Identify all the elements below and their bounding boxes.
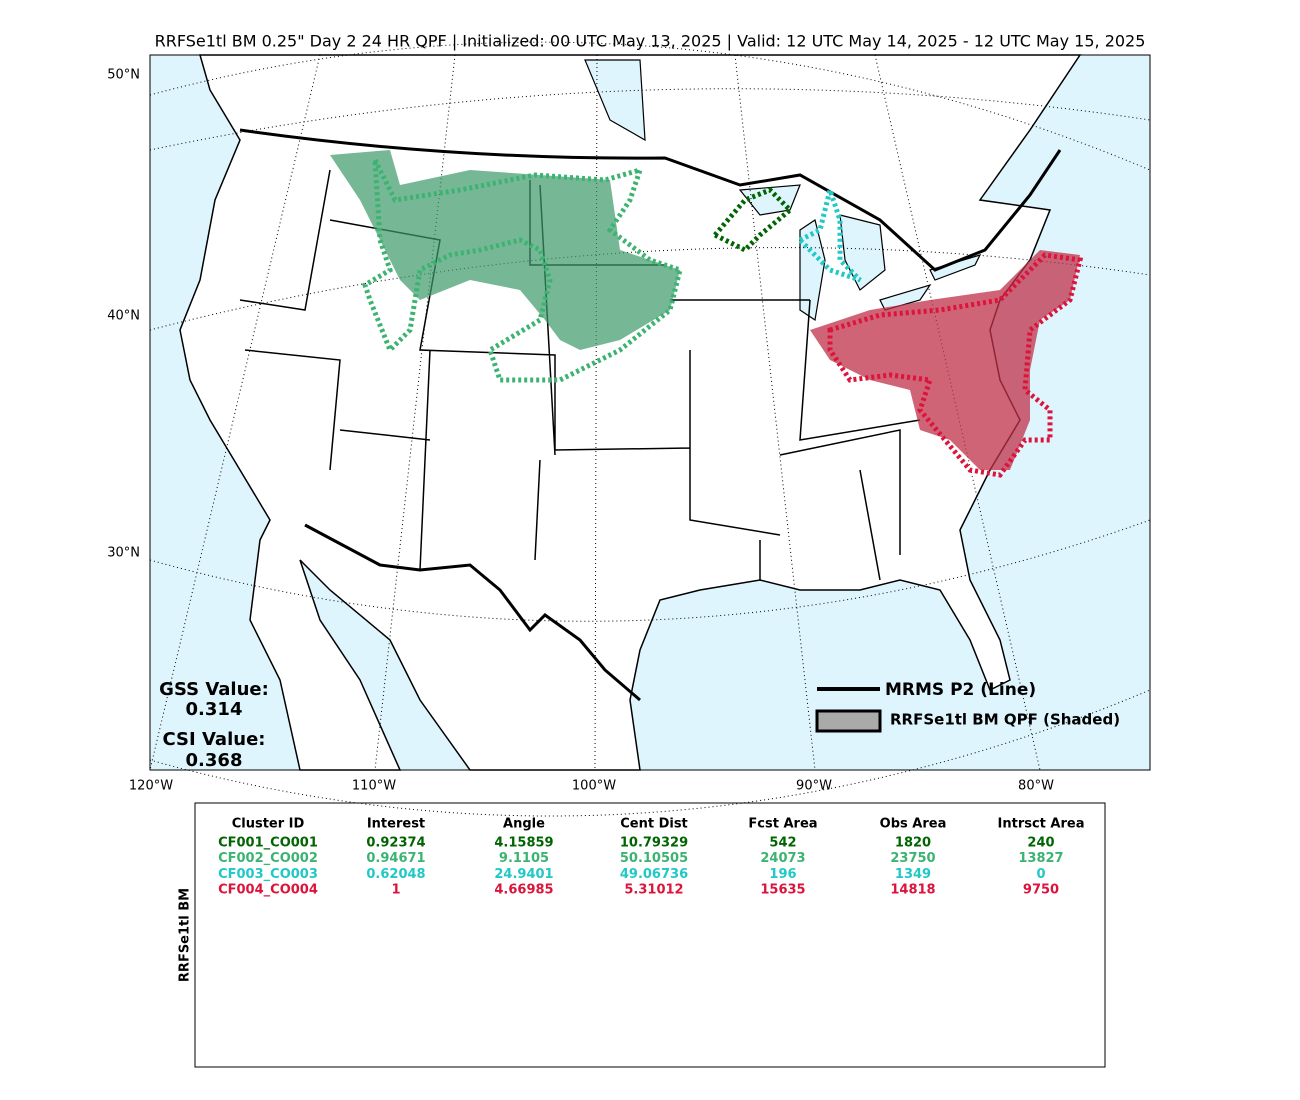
lat-label: 50°N [107,68,140,83]
table-cell: 1349 [895,867,931,882]
table-cell: 10.79329 [620,836,688,851]
table-cell: 9750 [1023,883,1059,898]
table-cell: 196 [769,867,796,882]
lon-label: 90°W [796,779,832,794]
table-cell: 542 [769,836,796,851]
lon-label: 120°W [129,779,173,794]
table-cell: 4.15859 [494,836,553,851]
table-cell: 50.10505 [620,851,688,866]
table-header: Cent Dist [620,817,688,832]
table-cell: 1 [391,883,400,898]
table-header: Fcst Area [748,817,817,832]
table-cell: CF004_CO004 [218,883,318,898]
table-cell: 0.92374 [366,836,425,851]
table-cell: 0.94671 [366,851,425,866]
table-cell: 24.9401 [494,867,553,882]
table-cell: CF003_CO003 [218,867,318,882]
score-value: 0.314 [186,699,243,720]
table-cell: CF002_CO002 [218,851,318,866]
table-cell: 4.66985 [494,883,553,898]
table-cell: 9.1105 [499,851,549,866]
table-cell: 1820 [895,836,931,851]
table-side-label: RRFSe1tl BM [178,888,193,982]
score-label: CSI Value: [163,729,266,750]
table-cell: 240 [1027,836,1054,851]
lon-label: 100°W [572,779,616,794]
table-cell: 5.31012 [624,883,683,898]
table-header: Intrsct Area [998,817,1085,832]
lat-label: 30°N [107,546,140,561]
map: MRMS P2 (Line) RRFSe1tl BM QPF (Shaded) … [149,41,1151,817]
table-cell: 14818 [890,883,935,898]
lat-label: 40°N [107,309,140,324]
table-cell: 13827 [1018,851,1063,866]
score-label: GSS Value: [159,679,269,700]
table-cell: 0 [1036,867,1045,882]
table-cell: 24073 [760,851,805,866]
table-cell: 0.62048 [366,867,425,882]
map-frame [149,54,1151,771]
table-cell: 15635 [760,883,805,898]
table-frame [194,802,1106,1068]
table-cell: 49.06736 [620,867,688,882]
graticule [149,41,1151,817]
title: RRFSe1tl BM 0.25" Day 2 24 HR QPF | Init… [155,32,1146,51]
table-header: Obs Area [880,817,947,832]
precip [330,150,1084,478]
lon-label: 80°W [1018,779,1054,794]
table-header: Interest [367,817,425,832]
lon-label: 110°W [352,779,396,794]
legend-swatch [815,709,882,733]
table-header: Angle [503,817,545,832]
legend-label: MRMS P2 (Line) [885,680,1036,700]
table-cell: CF001_CO001 [218,836,318,851]
table-header: Cluster ID [232,817,305,832]
legend-label: RRFSe1tl BM QPF (Shaded) [890,711,1120,729]
table-cell: 23750 [890,851,935,866]
borders [239,128,1062,702]
score-value: 0.368 [186,750,243,771]
